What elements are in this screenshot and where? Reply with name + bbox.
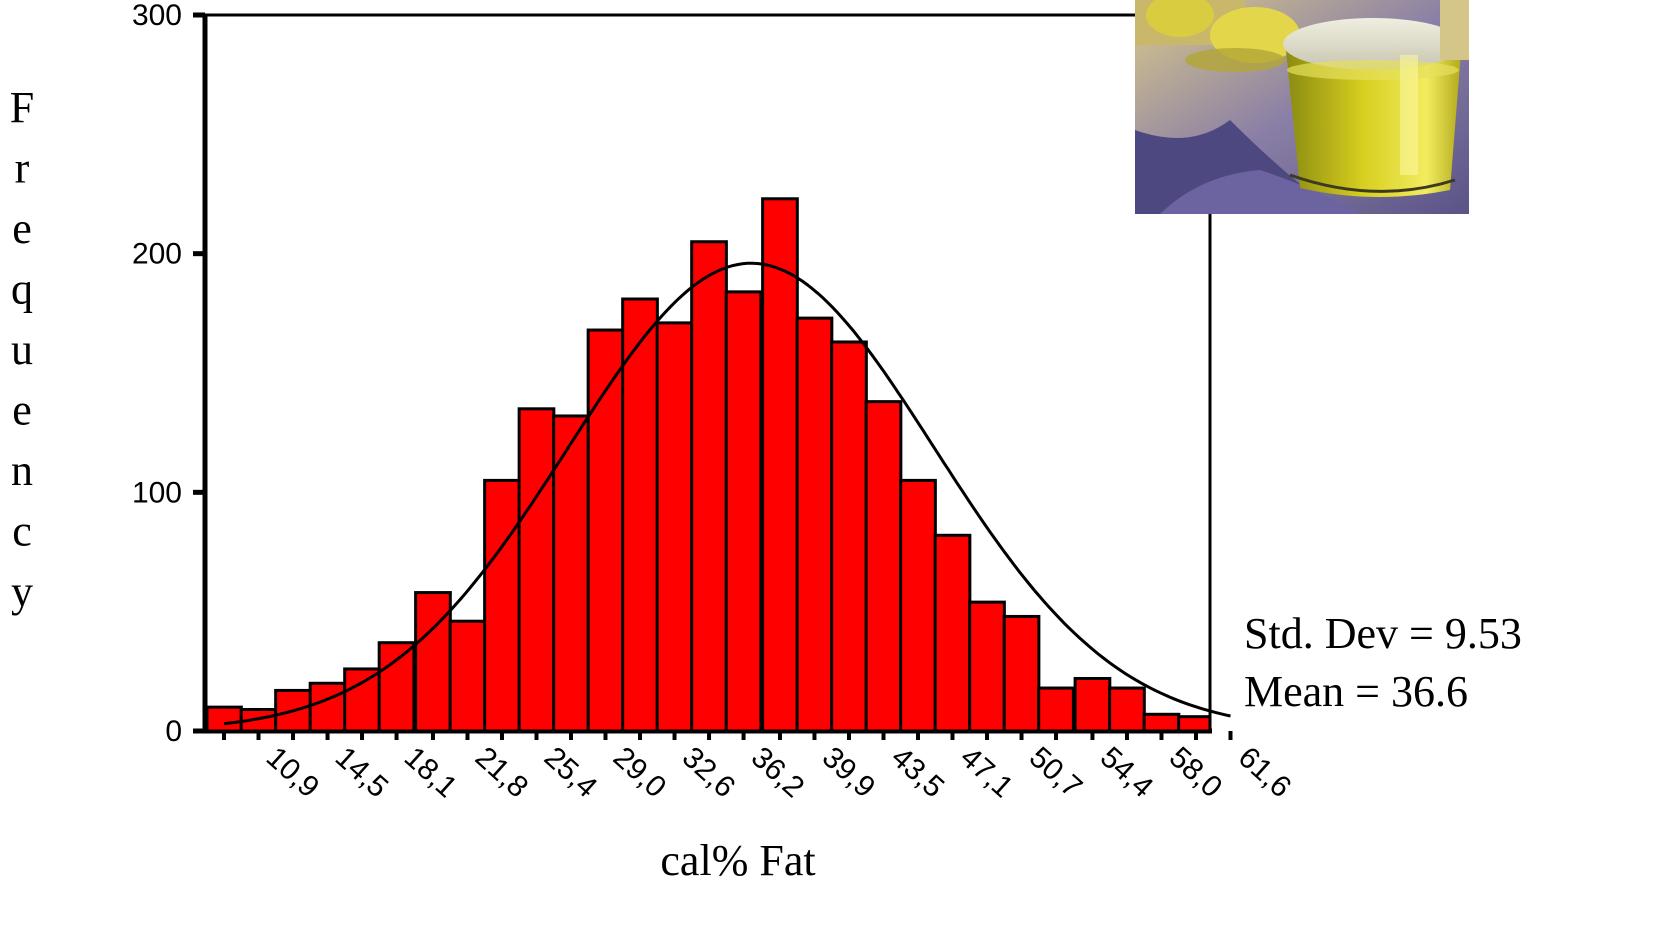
histogram-bar	[1037, 686, 1075, 733]
bars-layer	[205, 197, 1212, 733]
histogram-bar	[690, 240, 728, 733]
olive-oil-glass-photo	[1135, 0, 1469, 214]
x-tick-label: 32,6	[676, 741, 741, 805]
x-tick-label: 47,1	[954, 741, 1019, 805]
histogram-bar	[343, 667, 381, 733]
normal-curve	[223, 261, 1231, 726]
histogram-bar	[308, 681, 347, 733]
histogram-bar	[655, 321, 694, 733]
x-tick-label: 50,7	[1023, 741, 1088, 805]
histogram-bar	[933, 533, 972, 733]
histogram-bar	[414, 591, 452, 733]
histogram-bar	[864, 400, 903, 733]
histogram-bar	[968, 600, 1006, 733]
histogram-bar	[795, 316, 834, 733]
x-tick-label: 21,8	[469, 741, 534, 805]
x-tick-label: 10,9	[260, 741, 325, 805]
y-tick-label: 0	[165, 715, 182, 748]
histogram-bar	[899, 478, 937, 733]
x-tick-label: 54,4	[1094, 741, 1159, 805]
stats-block: Std. Dev = 9.53 Mean = 36.6	[1244, 609, 1522, 716]
histogram-bar	[1142, 712, 1181, 733]
x-tick-label: 18,1	[398, 741, 463, 805]
x-tick-label: 14,5	[329, 741, 394, 805]
curve-layer	[223, 261, 1231, 726]
x-axis-title: cal% Fat	[660, 836, 815, 885]
x-tick-label: 61,6	[1232, 741, 1297, 805]
y-tick-label: 200	[132, 238, 182, 271]
histogram-bar	[761, 197, 799, 733]
histogram-bar	[1108, 686, 1146, 733]
histogram-bar	[448, 619, 487, 733]
x-tick-label: 39,9	[816, 741, 881, 805]
x-tick-label: 29,0	[607, 741, 672, 805]
y-tick-label: 300	[132, 0, 182, 32]
histogram-bar	[517, 407, 556, 733]
x-ticks-layer: 10,9 14,5 18,1 21,8 25,4 29,0 32,6 36,2 39,9 43,5…	[222, 731, 1297, 805]
mean-text: Mean = 36.6	[1244, 667, 1468, 716]
histogram-bar	[830, 340, 868, 733]
y-ticks-layer: 0 100 200 300	[132, 0, 205, 748]
histogram-bar	[1073, 676, 1112, 733]
std-dev-text: Std. Dev = 9.53	[1244, 609, 1522, 658]
x-tick-label: 43,5	[885, 741, 950, 805]
x-tick-label: 58,0	[1163, 741, 1228, 805]
histogram-bar	[621, 297, 659, 733]
histogram-bar	[483, 478, 521, 733]
histogram-bar	[1002, 614, 1041, 733]
y-tick-label: 100	[132, 476, 182, 509]
histogram-bar	[724, 290, 763, 733]
histogram-bar	[1177, 715, 1212, 733]
x-tick-label: 36,2	[745, 741, 810, 805]
x-tick-label: 25,4	[538, 741, 603, 805]
histogram-bar	[377, 641, 416, 733]
histogram-bar	[205, 705, 243, 733]
histogram-bar	[586, 328, 625, 733]
